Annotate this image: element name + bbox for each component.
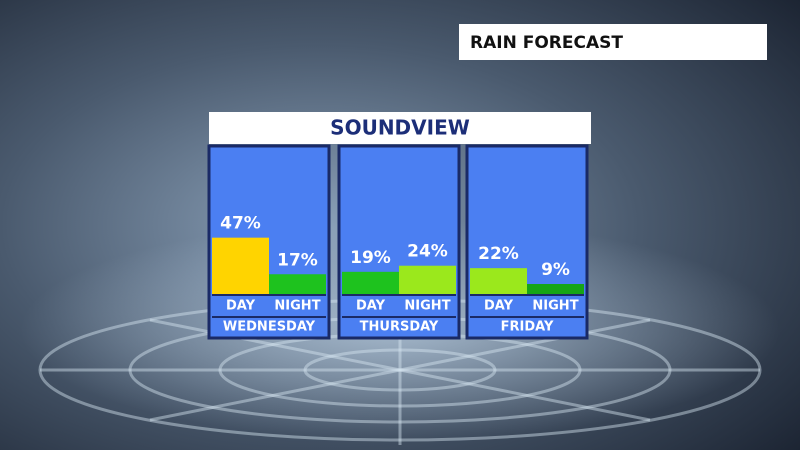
bar [269,274,326,295]
subtitle: SOUNDVIEW [330,116,470,140]
category-label: DAY [356,299,386,314]
category-label: NIGHT [532,299,578,314]
category-label: NIGHT [274,299,320,314]
value-label: 47% [220,214,261,234]
category-label: DAY [226,299,256,314]
group-label: FRIDAY [501,320,554,335]
bar [399,265,456,295]
group-label: WEDNESDAY [223,320,316,335]
category-label: NIGHT [404,299,450,314]
value-label: 9% [541,260,570,280]
bar [527,284,584,295]
panel [465,144,589,340]
title-box [459,24,767,60]
bar [342,271,399,295]
panel [337,144,461,340]
value-label: 19% [350,248,391,268]
title: RAIN FORECAST [470,33,623,53]
value-label: 24% [407,242,448,262]
bar [212,237,269,295]
category-label: DAY [484,299,514,314]
bar [470,268,527,295]
group-label: THURSDAY [360,320,439,335]
value-label: 17% [277,250,318,270]
value-label: 22% [478,244,519,264]
subtitle-box [209,112,591,144]
